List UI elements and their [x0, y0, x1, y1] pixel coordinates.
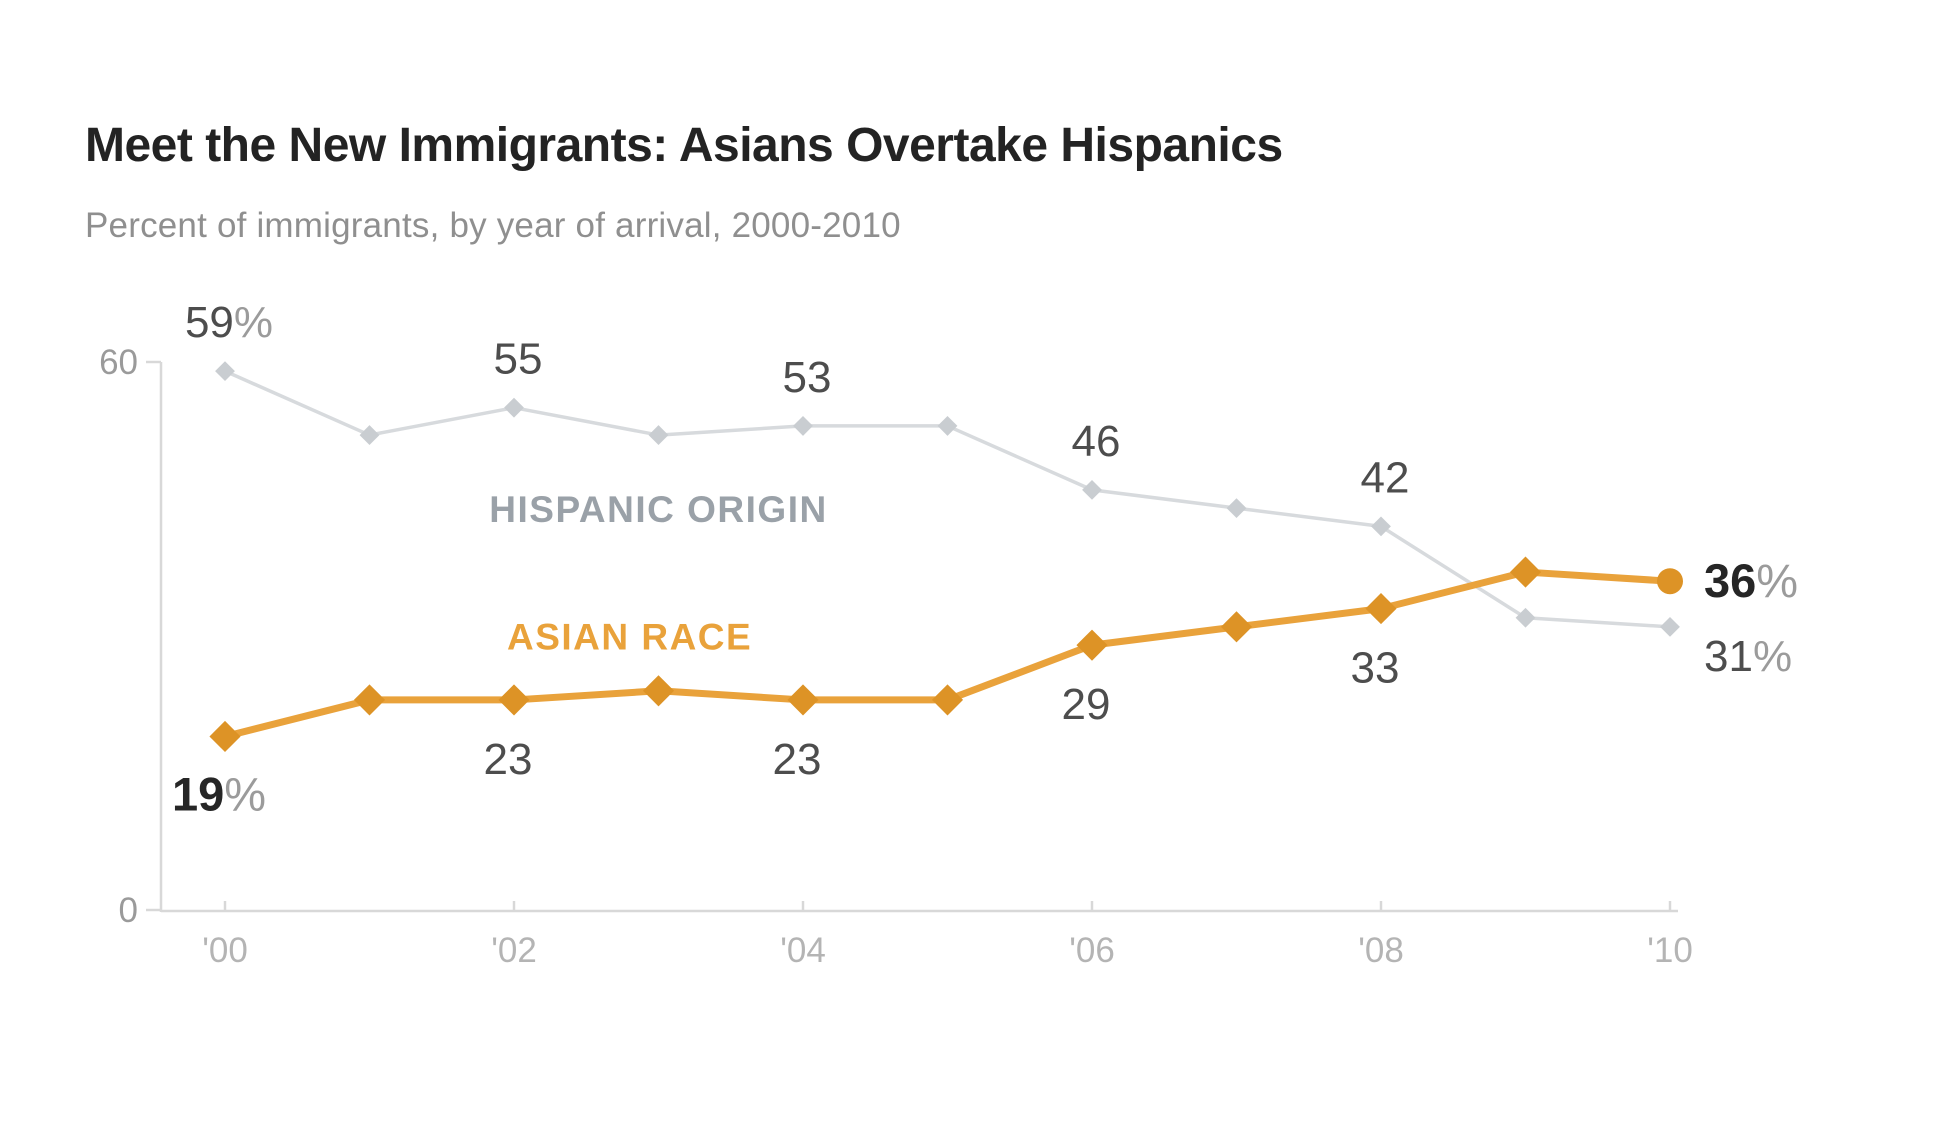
- asian-race-end-point: [1657, 568, 1683, 595]
- hispanic-origin-data-label: 55: [494, 335, 543, 384]
- x-axis-tick-label: '04: [780, 931, 826, 970]
- asian-race-data-point-marker: [931, 684, 964, 716]
- asian-race-data-label: 29: [1062, 680, 1111, 729]
- asian-race-series-label: ASIAN RACE: [507, 617, 752, 658]
- asian-race-data-point-marker: [642, 675, 675, 707]
- asian-race-data-point-marker: [498, 684, 530, 716]
- hispanic-origin-data-point-marker: [359, 425, 380, 445]
- x-axis-tick-label: '10: [1647, 931, 1693, 970]
- x-axis-tick-label: '02: [491, 931, 537, 970]
- asian-race-data-label: 33: [1351, 644, 1400, 693]
- y-axis-tick-label: 0: [119, 891, 138, 930]
- hispanic-origin-series-label: HISPANIC ORIGIN: [489, 489, 827, 530]
- hispanic-origin-data-point-marker: [215, 361, 235, 382]
- x-axis-tick-label: '08: [1358, 931, 1404, 970]
- asian-race-data-point-marker: [1076, 629, 1108, 661]
- hispanic-origin-data-point-marker: [648, 425, 669, 445]
- asian-race-data-label: 36%: [1704, 554, 1798, 607]
- x-axis-tick-label: '06: [1069, 931, 1115, 970]
- asian-race-data-point-marker: [353, 684, 386, 716]
- asian-race-data-label: 23: [484, 735, 533, 784]
- hispanic-origin-data-label: 46: [1072, 417, 1121, 466]
- hispanic-origin-data-label: 59%: [185, 298, 273, 347]
- hispanic-origin-data-point-marker: [1371, 516, 1391, 537]
- hispanic-origin-data-point-marker: [793, 416, 813, 436]
- hispanic-origin-data-point-marker: [1660, 616, 1680, 637]
- hispanic-origin-data-label: 42: [1361, 453, 1410, 502]
- hispanic-origin-data-point-marker: [1226, 498, 1247, 519]
- hispanic-origin-data-point-marker: [1515, 607, 1536, 628]
- asian-race-data-label: 19%: [172, 767, 266, 820]
- asian-race-data-point-marker: [1509, 556, 1542, 588]
- asian-race-data-point-marker: [209, 720, 241, 753]
- hispanic-origin-data-point-marker: [937, 416, 958, 436]
- x-axis-tick-label: '00: [202, 931, 248, 970]
- asian-race-data-point-marker: [1365, 593, 1397, 625]
- asian-race-data-label: 23: [773, 735, 822, 784]
- hispanic-origin-data-point-marker: [504, 397, 524, 418]
- hispanic-origin-data-label: 53: [783, 353, 832, 402]
- asian-race-data-point-marker: [787, 684, 819, 716]
- asian-race-data-point-marker: [1220, 611, 1253, 643]
- chart-subtitle: Percent of immigrants, by year of arriva…: [85, 206, 901, 245]
- chart-title: Meet the New Immigrants: Asians Overtake…: [85, 119, 1283, 172]
- hispanic-origin-data-point-marker: [1082, 479, 1102, 500]
- y-axis-tick-label: 60: [99, 343, 138, 382]
- hispanic-origin-data-label: 31%: [1704, 632, 1792, 681]
